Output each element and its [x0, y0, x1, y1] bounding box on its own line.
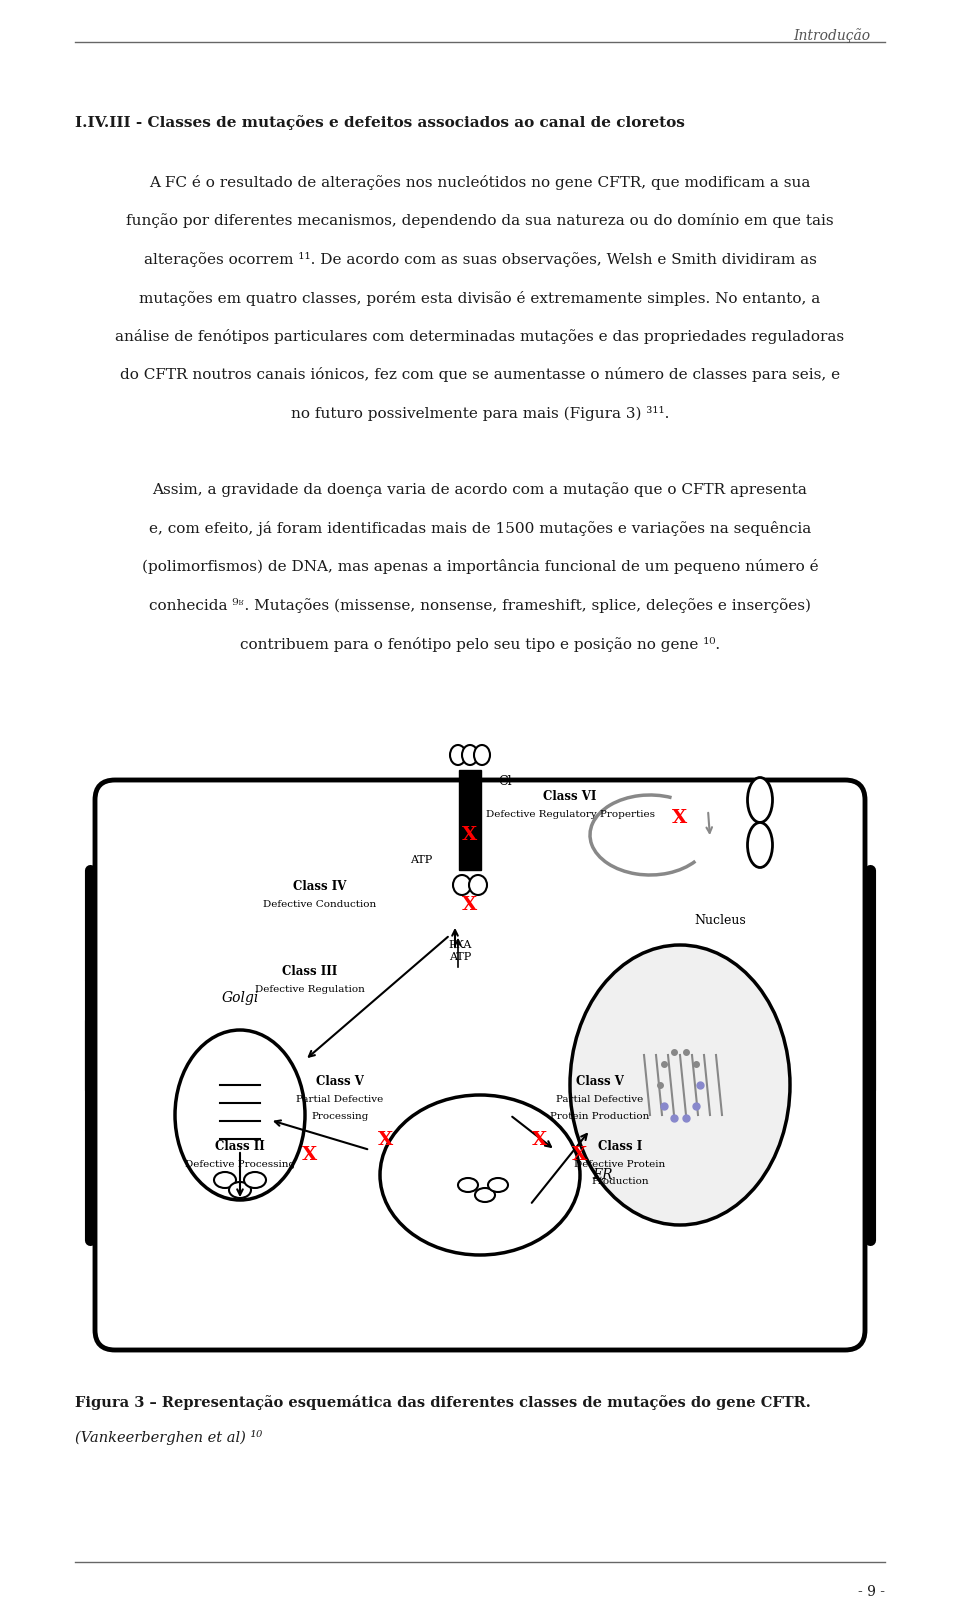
Text: Protein Production: Protein Production: [550, 1112, 650, 1122]
Text: do CFTR noutros canais iónicos, fez com que se aumentasse o número de classes pa: do CFTR noutros canais iónicos, fez com …: [120, 368, 840, 382]
Text: Figura 3 – Representação esquemática das diferentes classes de mutações do gene : Figura 3 – Representação esquemática das…: [75, 1395, 811, 1409]
Text: Class VI: Class VI: [543, 791, 597, 804]
Text: Defective Conduction: Defective Conduction: [263, 900, 376, 910]
Text: X: X: [463, 897, 478, 914]
Ellipse shape: [229, 1183, 251, 1197]
Text: Assim, a gravidade da doença varia de acordo com a mutação que o CFTR apresenta: Assim, a gravidade da doença varia de ac…: [153, 482, 807, 498]
Text: conhecida ⁹ʶ. Mutações (missense, nonsense, frameshift, splice, deleções e inser: conhecida ⁹ʶ. Mutações (missense, nonsen…: [149, 598, 811, 612]
Text: função por diferentes mecanismos, dependendo da sua natureza ou do domínio em qu: função por diferentes mecanismos, depend…: [126, 214, 834, 228]
Text: Cl⁻: Cl⁻: [498, 775, 518, 787]
Text: (polimorfismos) de DNA, mas apenas a importância funcional de um pequeno número : (polimorfismos) de DNA, mas apenas a imp…: [142, 559, 818, 574]
Text: X: X: [533, 1131, 547, 1149]
Text: Introdução: Introdução: [793, 27, 870, 43]
Text: Class I: Class I: [598, 1139, 642, 1152]
Text: X: X: [572, 1146, 588, 1163]
Bar: [459, 770, 481, 869]
Text: Golgi: Golgi: [222, 992, 258, 1004]
Text: Defective Regulatory Properties: Defective Regulatory Properties: [486, 810, 655, 820]
Text: Processing: Processing: [311, 1112, 369, 1122]
Text: Class V: Class V: [576, 1075, 624, 1088]
Text: X: X: [463, 826, 478, 844]
Text: Defective Processing: Defective Processing: [185, 1160, 295, 1168]
Text: Partial Defective: Partial Defective: [297, 1094, 384, 1104]
Text: Partial Defective: Partial Defective: [557, 1094, 643, 1104]
Ellipse shape: [748, 778, 773, 823]
Ellipse shape: [450, 746, 466, 765]
Text: no futuro possivelmente para mais (Figura 3) ³¹¹.: no futuro possivelmente para mais (Figur…: [291, 407, 669, 421]
Text: alterações ocorrem ¹¹. De acordo com as suas observações, Welsh e Smith dividira: alterações ocorrem ¹¹. De acordo com as …: [144, 252, 816, 267]
Text: Class III: Class III: [282, 964, 338, 979]
Text: ER: ER: [592, 1168, 612, 1183]
Text: Defective Protein: Defective Protein: [574, 1160, 665, 1168]
Text: contribuem para o fenótipo pelo seu tipo e posição no gene ¹⁰.: contribuem para o fenótipo pelo seu tipo…: [240, 636, 720, 651]
Text: Defective Regulation: Defective Regulation: [255, 985, 365, 995]
Text: X: X: [302, 1146, 318, 1163]
Text: análise de fenótipos particulares com determinadas mutações e das propriedades r: análise de fenótipos particulares com de…: [115, 329, 845, 344]
Ellipse shape: [488, 1178, 508, 1192]
Ellipse shape: [469, 874, 487, 895]
Ellipse shape: [214, 1172, 236, 1188]
Text: (Vankeerberghen et al) ¹⁰: (Vankeerberghen et al) ¹⁰: [75, 1430, 262, 1445]
Ellipse shape: [175, 1030, 305, 1200]
Text: Class II: Class II: [215, 1139, 265, 1152]
Text: X: X: [672, 808, 687, 828]
Ellipse shape: [474, 746, 490, 765]
Ellipse shape: [244, 1172, 266, 1188]
Ellipse shape: [475, 1188, 495, 1202]
Text: ATP: ATP: [410, 855, 432, 865]
Text: A FC é o resultado de alterações nos nucleótidos no gene CFTR, que modificam a s: A FC é o resultado de alterações nos nuc…: [150, 175, 810, 190]
FancyBboxPatch shape: [95, 779, 865, 1350]
Ellipse shape: [453, 874, 471, 895]
Ellipse shape: [380, 1094, 580, 1255]
Text: Nucleus: Nucleus: [694, 914, 746, 927]
Text: X: X: [377, 1131, 393, 1149]
Text: Class IV: Class IV: [294, 881, 347, 893]
Ellipse shape: [748, 823, 773, 868]
Text: e, com efeito, já foram identificadas mais de 1500 mutações e variações na sequê: e, com efeito, já foram identificadas ma…: [149, 521, 811, 537]
Ellipse shape: [462, 746, 478, 765]
Text: PKA
ATP: PKA ATP: [448, 940, 471, 961]
Text: Class V: Class V: [316, 1075, 364, 1088]
Text: mutações em quatro classes, porém esta divisão é extremamente simples. No entant: mutações em quatro classes, porém esta d…: [139, 291, 821, 305]
Ellipse shape: [458, 1178, 478, 1192]
Text: - 9 -: - 9 -: [858, 1585, 885, 1599]
Ellipse shape: [570, 945, 790, 1225]
Text: I.IV.III - Classes de mutações e defeitos associados ao canal de cloretos: I.IV.III - Classes de mutações e defeito…: [75, 116, 684, 130]
Text: Production: Production: [591, 1176, 649, 1186]
